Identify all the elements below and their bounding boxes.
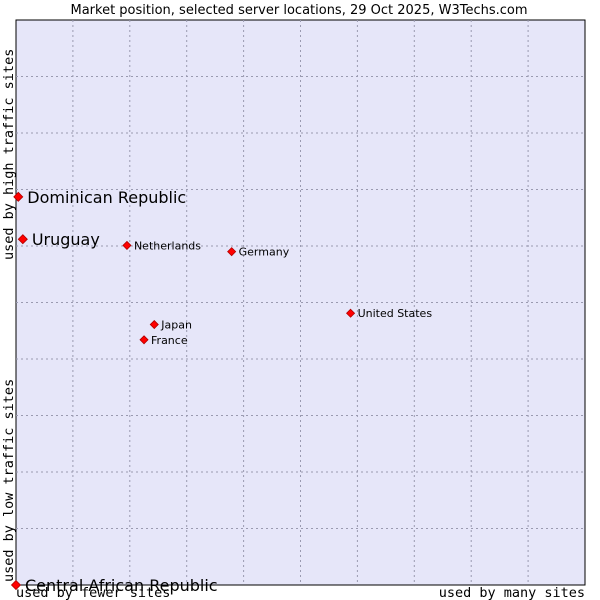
data-point-marker xyxy=(122,240,132,251)
chart-title: Market position, selected server locatio… xyxy=(70,3,527,18)
data-point-marker xyxy=(13,191,24,202)
data-point-label: Central African Republic xyxy=(25,576,218,595)
x-axis-label-right: used by many sites xyxy=(439,585,585,600)
data-point-label: Germany xyxy=(239,246,290,259)
y-axis-label-bottom: used by low traffic sites xyxy=(1,379,17,582)
y-axis-label-top: used by high traffic sites xyxy=(1,49,17,260)
data-points: Dominican Republic Uruguay Netherlands Germ… xyxy=(10,188,433,595)
data-point-label: Dominican Republic xyxy=(27,188,186,207)
data-point-label: Uruguay xyxy=(32,230,100,249)
data-point-label: United States xyxy=(358,307,433,320)
data-point-marker xyxy=(346,308,356,318)
data-point-marker xyxy=(17,234,28,245)
data-point-marker xyxy=(149,319,159,330)
data-point-marker xyxy=(227,247,237,257)
x-axis-label-left: used by fewer sites xyxy=(16,585,170,600)
data-point-label: France xyxy=(151,334,188,347)
data-point-label: Netherlands xyxy=(134,239,201,252)
grid-lines xyxy=(16,20,585,585)
data-point-label: Japan xyxy=(160,319,192,332)
data-point-marker xyxy=(139,335,149,345)
data-point-marker xyxy=(10,579,22,591)
